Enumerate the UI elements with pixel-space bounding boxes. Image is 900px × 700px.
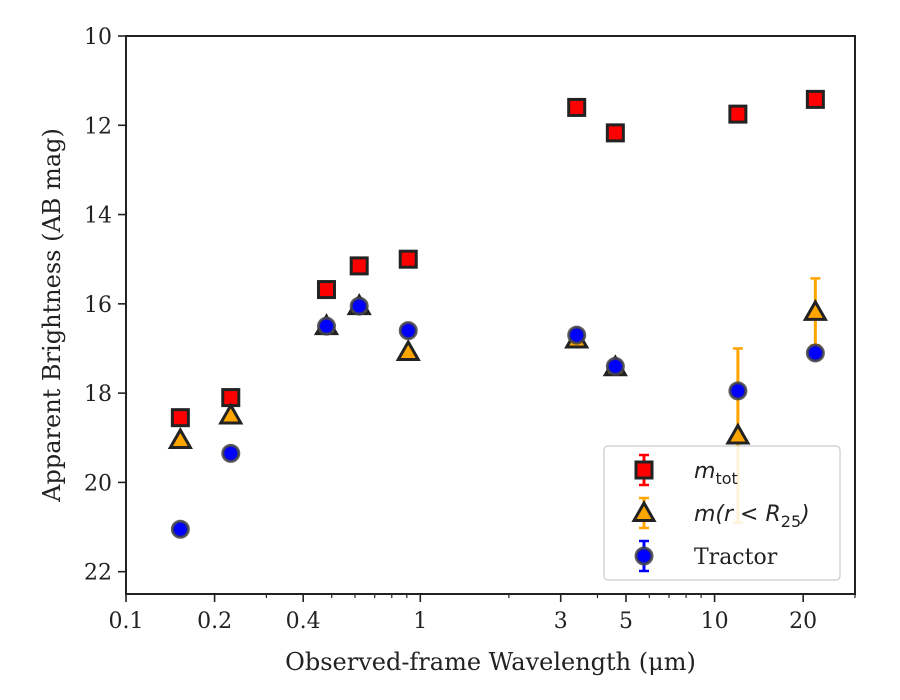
data-point bbox=[170, 408, 190, 428]
x-tick-label: 1 bbox=[413, 609, 427, 634]
data-point bbox=[218, 402, 244, 425]
data-point bbox=[398, 321, 418, 341]
x-axis-label: Observed-frame Wavelength (μm) bbox=[285, 648, 696, 676]
x-axis: 0.1 0.2 0.4 1 3 5 10 20 bbox=[109, 594, 856, 634]
y-axis-label: Apparent Brightness (AB mag) bbox=[38, 128, 66, 503]
x-tick-label: 0.1 bbox=[109, 609, 144, 634]
data-point bbox=[728, 381, 748, 401]
plot-frame bbox=[125, 35, 856, 595]
data-point bbox=[316, 316, 336, 336]
data-point bbox=[349, 256, 369, 276]
data-point bbox=[728, 104, 748, 124]
data-point bbox=[605, 123, 625, 143]
data-point bbox=[567, 97, 587, 117]
legend-label-tail: ) bbox=[799, 502, 810, 527]
legend-label: mtot bbox=[694, 459, 738, 488]
y-tick-label: 22 bbox=[84, 561, 112, 586]
legend-marker bbox=[631, 499, 657, 522]
data-point bbox=[802, 298, 828, 321]
y-axis: 10 12 14 16 18 20 22 bbox=[84, 25, 126, 586]
data-point bbox=[805, 343, 825, 363]
plot-area bbox=[125, 35, 856, 595]
x-tick-label: 0.2 bbox=[197, 609, 232, 634]
series-square bbox=[170, 89, 825, 428]
legend-marker bbox=[634, 460, 654, 480]
x-tick-label: 10 bbox=[701, 609, 729, 634]
legend-label-sub: tot bbox=[715, 469, 737, 488]
y-tick-label: 16 bbox=[84, 293, 112, 318]
data-point bbox=[398, 249, 418, 269]
y-tick-label: 18 bbox=[84, 382, 112, 407]
series-circle bbox=[170, 296, 825, 539]
data-point bbox=[221, 443, 241, 463]
y-tick-label: 14 bbox=[84, 204, 112, 229]
data-point bbox=[805, 89, 825, 109]
x-tick-label: 3 bbox=[554, 609, 568, 634]
x-tick-label: 5 bbox=[619, 609, 633, 634]
legend-label-main: m bbox=[694, 459, 715, 484]
data-point bbox=[395, 339, 421, 362]
legend-label: m(r < R25) bbox=[694, 502, 810, 531]
data-point bbox=[167, 426, 193, 449]
legend-label-sub: 25 bbox=[781, 512, 801, 531]
y-tick-label: 20 bbox=[84, 471, 112, 496]
x-tick-label: 20 bbox=[789, 609, 817, 634]
x-tick-label: 0.4 bbox=[286, 609, 321, 634]
legend-marker bbox=[634, 546, 654, 566]
data-point bbox=[605, 356, 625, 376]
y-tick-label: 12 bbox=[84, 114, 112, 139]
y-tick-label: 10 bbox=[84, 25, 112, 50]
data-point bbox=[170, 519, 190, 539]
legend: mtot m(r < R25) Tractor bbox=[603, 445, 841, 581]
data-point bbox=[349, 296, 369, 316]
data-point bbox=[316, 280, 336, 300]
data-point bbox=[725, 422, 751, 445]
legend-label-main: m(r < R bbox=[694, 502, 781, 527]
legend-label: Tractor bbox=[694, 545, 778, 570]
data-point bbox=[567, 325, 587, 345]
legend-box bbox=[603, 445, 841, 581]
